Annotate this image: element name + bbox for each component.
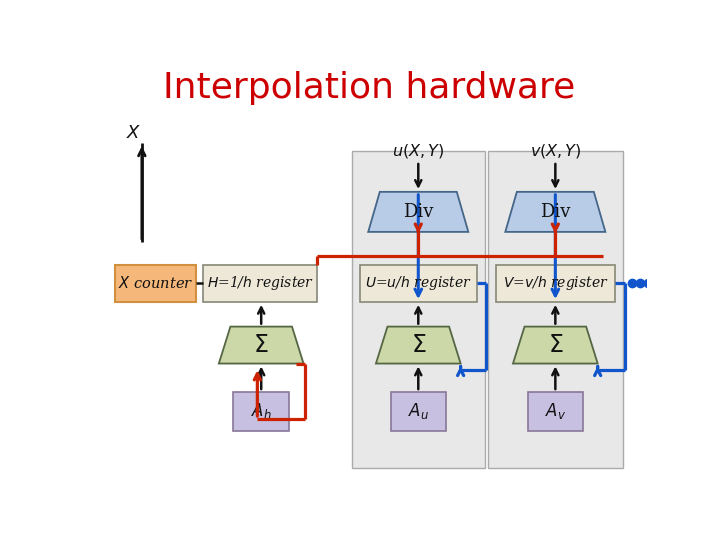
Text: $V$=$v$/$h$ register: $V$=$v$/$h$ register — [503, 274, 608, 293]
Bar — [488, 151, 623, 468]
Bar — [204, 265, 318, 302]
Text: $A_h$: $A_h$ — [251, 401, 271, 421]
Polygon shape — [368, 192, 468, 232]
Polygon shape — [376, 327, 461, 363]
Bar — [390, 392, 446, 430]
Text: $u(X,Y)$: $u(X,Y)$ — [392, 142, 444, 160]
Text: $\Sigma$: $\Sigma$ — [253, 334, 269, 356]
Text: Div: Div — [540, 203, 570, 221]
Bar — [115, 265, 196, 302]
Text: $A_u$: $A_u$ — [408, 401, 429, 421]
Text: $X$ counter: $X$ counter — [117, 275, 193, 292]
Polygon shape — [505, 192, 606, 232]
Text: $v(X,Y)$: $v(X,Y)$ — [530, 142, 581, 160]
Bar — [352, 151, 485, 468]
Text: $\Sigma$: $\Sigma$ — [410, 334, 426, 356]
Text: $\Sigma$: $\Sigma$ — [548, 334, 563, 356]
Polygon shape — [513, 327, 598, 363]
Bar — [233, 392, 289, 430]
Polygon shape — [219, 327, 304, 363]
Text: Interpolation hardware: Interpolation hardware — [163, 71, 575, 105]
Text: $U$=$u$/$h$ register: $U$=$u$/$h$ register — [365, 274, 472, 293]
Text: Div: Div — [403, 203, 433, 221]
Text: $H$=1/$h$ register: $H$=1/$h$ register — [207, 274, 314, 293]
Text: $X$: $X$ — [127, 124, 142, 141]
Text: $A_v$: $A_v$ — [545, 401, 566, 421]
Bar — [496, 265, 616, 302]
Bar — [360, 265, 477, 302]
Bar — [528, 392, 583, 430]
